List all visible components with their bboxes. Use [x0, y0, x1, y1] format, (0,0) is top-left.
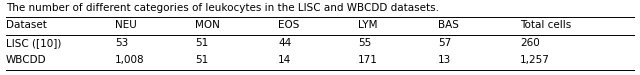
Text: BAS: BAS	[438, 20, 459, 30]
Text: 171: 171	[358, 55, 378, 65]
Text: 51: 51	[195, 38, 208, 48]
Text: 14: 14	[278, 55, 291, 65]
Text: NEU: NEU	[115, 20, 137, 30]
Text: 1,257: 1,257	[520, 55, 550, 65]
Text: The number of different categories of leukocytes in the LISC and WBCDD datasets.: The number of different categories of le…	[6, 3, 439, 13]
Text: WBCDD: WBCDD	[6, 55, 47, 65]
Text: EOS: EOS	[278, 20, 300, 30]
Text: 51: 51	[195, 55, 208, 65]
Text: LYM: LYM	[358, 20, 378, 30]
Text: 13: 13	[438, 55, 451, 65]
Text: 260: 260	[520, 38, 540, 48]
Text: Total cells: Total cells	[520, 20, 572, 30]
Text: Dataset: Dataset	[6, 20, 47, 30]
Text: 53: 53	[115, 38, 128, 48]
Text: 57: 57	[438, 38, 451, 48]
Text: MON: MON	[195, 20, 220, 30]
Text: 1,008: 1,008	[115, 55, 145, 65]
Text: 44: 44	[278, 38, 291, 48]
Text: LISC ([10]): LISC ([10])	[6, 38, 61, 48]
Text: 55: 55	[358, 38, 371, 48]
